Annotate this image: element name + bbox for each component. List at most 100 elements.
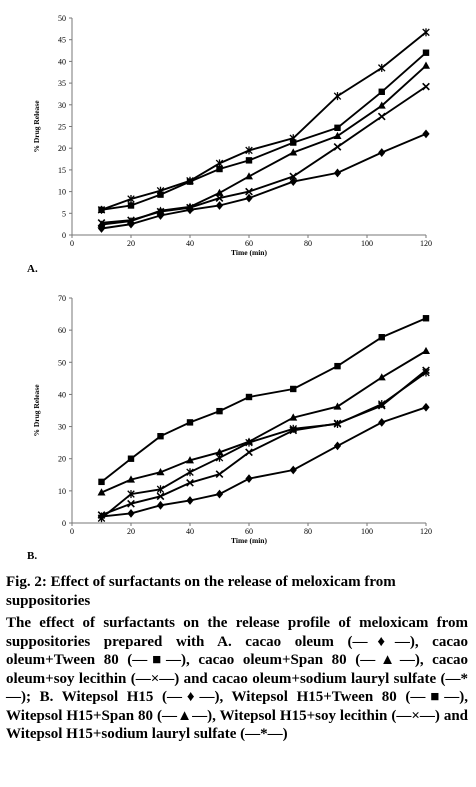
y-tick-label: 60 <box>58 326 66 335</box>
data-point <box>377 112 386 121</box>
x-tick-label: 40 <box>186 527 194 536</box>
x-tick-label: 40 <box>186 239 194 248</box>
x-tick-label: 100 <box>361 527 373 536</box>
x-tick-label: 60 <box>245 239 253 248</box>
data-point <box>422 129 430 139</box>
panel-b-label: B. <box>27 550 38 562</box>
data-point <box>422 49 430 56</box>
data-point <box>186 203 194 212</box>
data-point <box>245 474 253 484</box>
data-point <box>215 448 224 456</box>
data-point <box>156 492 165 501</box>
data-point <box>333 402 342 410</box>
y-tick-label: 50 <box>58 358 66 367</box>
series-5-line <box>100 371 427 519</box>
data-point <box>127 216 135 225</box>
data-point <box>156 186 165 195</box>
data-point <box>377 101 386 109</box>
data-point <box>289 413 298 421</box>
data-point <box>186 496 194 505</box>
data-point <box>378 417 386 427</box>
y-tick-label: 0 <box>62 519 66 528</box>
data-point <box>245 187 253 196</box>
data-point <box>186 205 194 215</box>
y-tick-label: 35 <box>58 79 66 88</box>
x-tick-label: 0 <box>70 239 74 248</box>
figure-caption: The effect of surfactants on the release… <box>6 615 468 742</box>
data-point <box>245 438 253 447</box>
panel-a-label: A. <box>27 263 38 275</box>
data-point <box>215 194 224 202</box>
data-point <box>333 420 342 428</box>
data-point <box>245 172 253 180</box>
data-point <box>422 402 430 412</box>
data-point <box>245 146 253 155</box>
data-point <box>215 159 224 168</box>
series-1-line <box>101 133 427 230</box>
data-point <box>422 368 430 377</box>
x-tick-label: 120 <box>420 527 432 536</box>
data-point <box>156 468 165 476</box>
data-point <box>289 465 297 475</box>
series-4-line <box>101 85 427 224</box>
data-point <box>97 514 106 523</box>
data-point <box>215 201 224 210</box>
data-point <box>98 478 105 486</box>
data-point <box>245 393 253 401</box>
data-point <box>156 500 165 510</box>
y-tick-label: 30 <box>58 101 66 110</box>
data-point <box>290 385 297 393</box>
x-tick-label: 80 <box>304 527 312 536</box>
data-point <box>422 82 430 91</box>
data-point <box>186 419 194 426</box>
data-point <box>245 448 253 457</box>
data-point <box>127 202 135 209</box>
data-point <box>127 194 135 203</box>
data-point <box>186 176 194 185</box>
data-point <box>216 407 223 415</box>
series-3 <box>97 61 430 228</box>
data-point <box>289 177 297 187</box>
data-point <box>156 485 165 494</box>
y-tick-label: 40 <box>58 390 66 399</box>
series-2-line <box>101 51 427 211</box>
data-point <box>333 441 342 451</box>
series-3 <box>97 346 430 496</box>
series-4 <box>97 366 430 519</box>
data-point <box>97 488 106 496</box>
figure-title: Fig. 2: Effect of surfactants on the rel… <box>6 574 396 609</box>
series-2 <box>98 49 430 214</box>
data-point <box>156 207 165 216</box>
y-tick-label: 10 <box>58 188 66 197</box>
data-point <box>333 168 342 178</box>
y-tick-label: 45 <box>58 36 66 45</box>
data-point <box>97 218 106 227</box>
series-2-line <box>100 317 427 483</box>
y-tick-label: 5 <box>62 209 66 218</box>
series-1 <box>97 402 430 521</box>
y-tick-label: 30 <box>58 423 66 432</box>
data-point <box>289 424 298 433</box>
x-axis-label: Time (min) <box>231 248 267 257</box>
data-point <box>377 63 386 72</box>
y-tick-label: 10 <box>58 487 66 496</box>
x-tick-label: 80 <box>304 239 312 248</box>
data-point <box>378 334 385 341</box>
series-4 <box>97 82 430 227</box>
data-point <box>289 148 298 156</box>
data-point <box>127 490 135 499</box>
data-point <box>97 224 106 233</box>
x-tick-label: 100 <box>361 239 373 248</box>
data-point <box>334 362 341 370</box>
x-tick-label: 20 <box>127 239 135 248</box>
data-point <box>216 165 223 173</box>
x-axis-label: Time (min) <box>231 536 267 545</box>
y-tick-label: 70 <box>58 294 66 303</box>
data-point <box>245 157 253 164</box>
x-tick-label: 60 <box>245 527 253 536</box>
data-point <box>377 400 386 409</box>
y-tick-label: 0 <box>62 231 66 240</box>
data-point <box>127 508 135 518</box>
data-point <box>215 489 224 499</box>
y-tick-label: 40 <box>58 57 66 66</box>
